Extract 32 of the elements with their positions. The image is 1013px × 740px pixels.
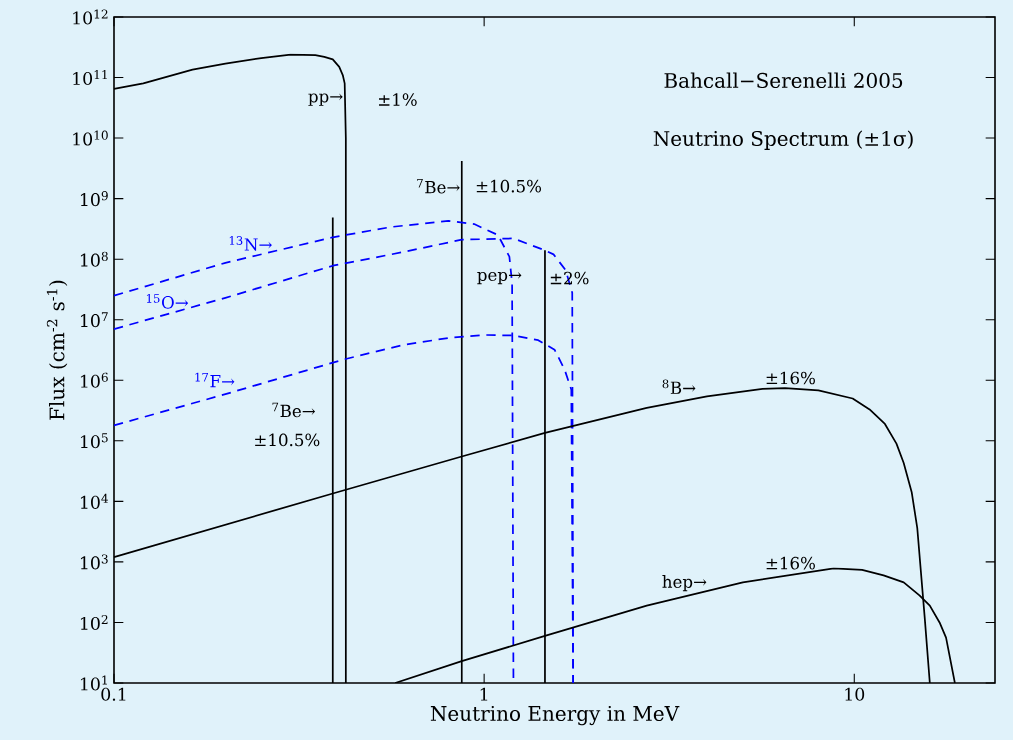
y-tick-label: 10$^{9}$	[80, 191, 108, 207]
annotation: pep→	[477, 271, 522, 285]
x-tick-label: 10	[845, 687, 865, 701]
y-tick-label: 10$^{6}$	[80, 372, 108, 388]
text: Neutrino Spectrum (±1σ)	[653, 130, 913, 150]
annotation: $^{15}$O→	[146, 294, 189, 309]
y-tick-label: 10$^{7}$	[80, 312, 108, 328]
annotation: ±10.5%	[255, 433, 320, 447]
y-tick-label: 10$^{10}$	[73, 130, 108, 146]
x-tick-label: 1	[480, 687, 488, 701]
y-tick-label: 10$^{4}$	[80, 493, 109, 509]
annotation: $^{7}$Be→	[417, 178, 460, 194]
y-tick-label: 10$^{3}$	[80, 554, 108, 570]
annotation: $^{13}$N→	[229, 236, 272, 251]
text: Bahcall−Serenelli 2005	[664, 72, 903, 89]
y-tick-label: 10$^{5}$	[80, 433, 108, 449]
annotation: $^{7}$Be→	[272, 402, 316, 418]
x-axis-title: Neutrino Energy in MeV	[430, 705, 680, 726]
annotation: ±1%	[379, 93, 417, 106]
annotation: $^{17}$F→	[195, 372, 235, 388]
annotation: ±10.5%	[476, 179, 542, 193]
annotation: hep→	[662, 575, 707, 592]
y-tick-label: 10$^{2}$	[80, 614, 108, 630]
y-tick-label: 10$^{12}$	[73, 9, 108, 25]
annotation: ±2%	[550, 271, 589, 285]
annotation: ±16%	[766, 556, 815, 570]
y-axis-title: Flux (cm$^{-2}$ s$^{-1}$)	[46, 280, 68, 420]
annotation: ±16%	[766, 371, 815, 385]
y-tick-label: 10$^{11}$	[73, 70, 107, 86]
y-tick-label: 10$^{8}$	[80, 251, 108, 267]
annotation: pp→	[308, 93, 343, 106]
annotation: $^{8}$B→	[662, 379, 696, 394]
